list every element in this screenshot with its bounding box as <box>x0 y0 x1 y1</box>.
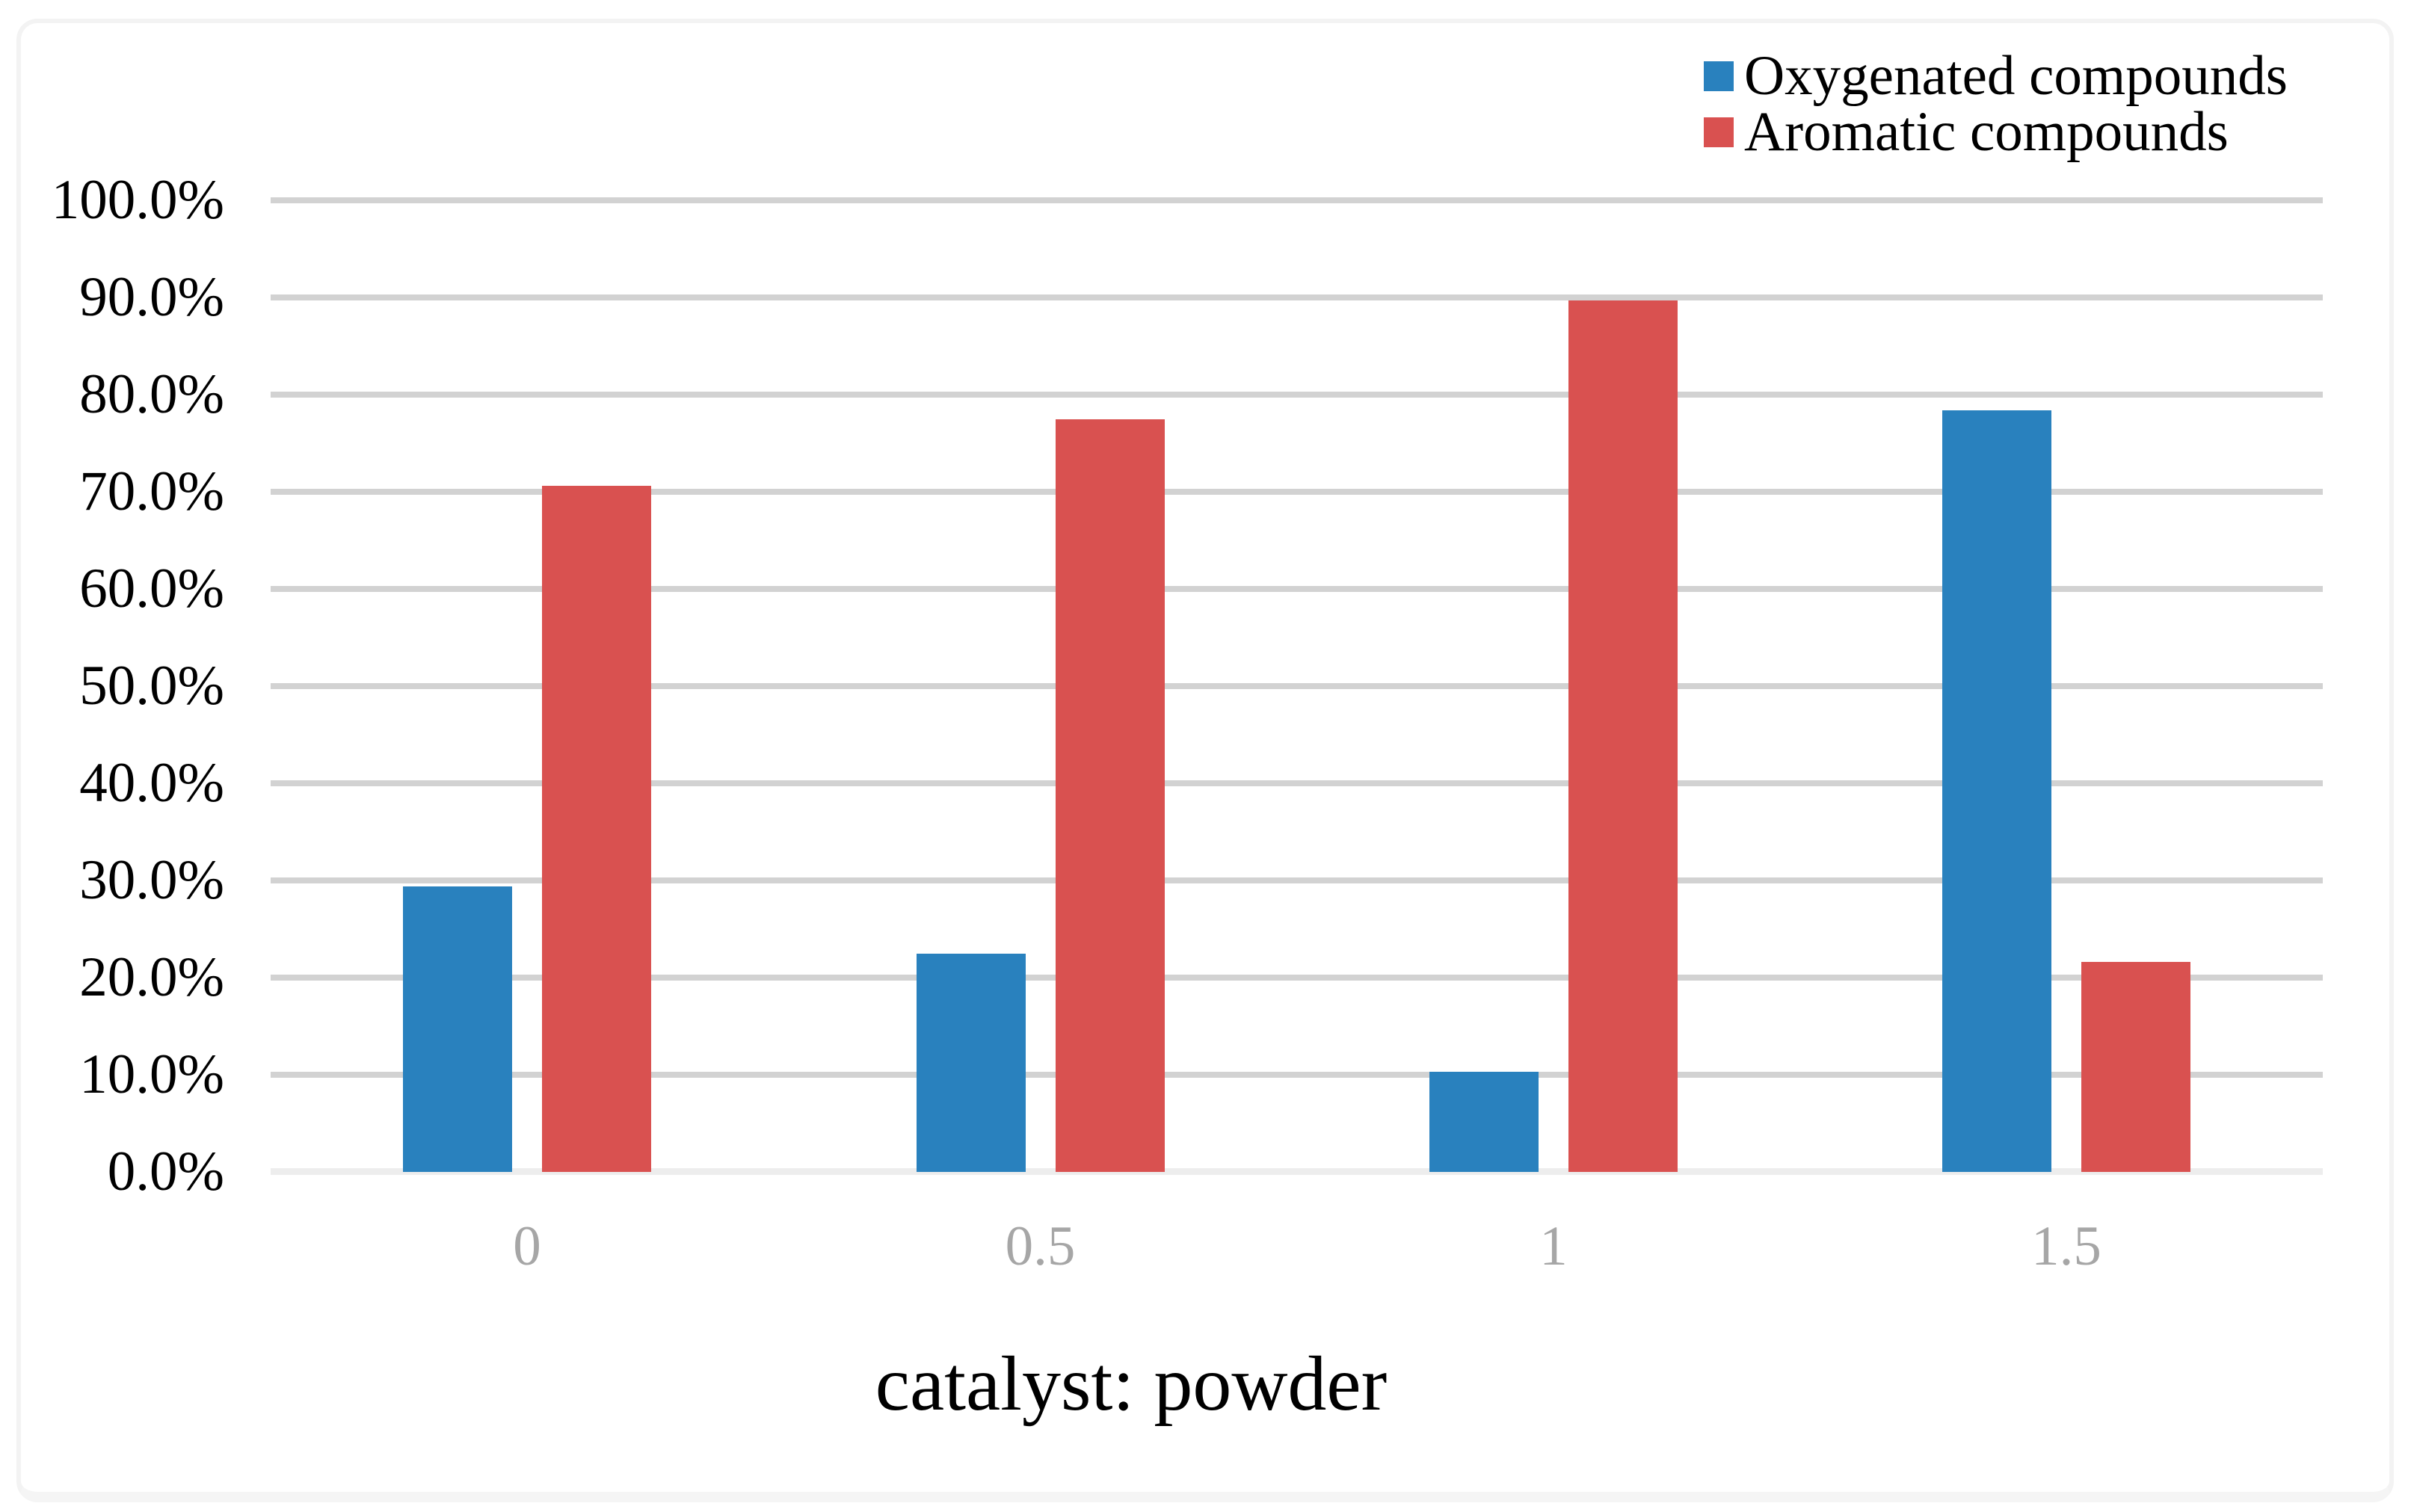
legend-swatch-oxygenated-icon <box>1704 61 1734 91</box>
plot-area <box>271 197 2323 1175</box>
x-tick-label-0.5: 0.5 <box>1005 1215 1076 1277</box>
x-tick-label-1.5: 1.5 <box>2031 1215 2101 1277</box>
legend-label-aromatic: Aromatic compounds <box>1744 101 2229 163</box>
y-tick-label-70: 70.0% <box>79 460 224 522</box>
y-tick-label-50: 50.0% <box>79 655 224 717</box>
gridline-90 <box>271 294 2323 300</box>
bar-oxygenated-1 <box>1429 1072 1539 1172</box>
gridline-40 <box>271 780 2323 786</box>
gridline-70 <box>271 489 2323 495</box>
y-tick-label-30: 30.0% <box>79 849 224 911</box>
gridline-80 <box>271 392 2323 398</box>
gridline-30 <box>271 877 2323 883</box>
legend-swatch-aromatic-icon <box>1704 117 1734 147</box>
bar-aromatic-1.5 <box>2081 962 2190 1172</box>
gridline-50 <box>271 683 2323 689</box>
x-axis-title: catalyst: powder <box>875 1341 1388 1427</box>
y-tick-label-40: 40.0% <box>79 752 224 814</box>
legend-item-oxygenated: Oxygenated compounds <box>1704 48 2288 104</box>
y-tick-label-20: 20.0% <box>79 946 224 1008</box>
y-tick-label-10: 10.0% <box>79 1043 224 1105</box>
bar-aromatic-0.5 <box>1055 419 1165 1172</box>
gridline-60 <box>271 586 2323 592</box>
legend-item-aromatic: Aromatic compounds <box>1704 104 2288 160</box>
y-tick-label-0: 0.0% <box>107 1141 224 1203</box>
bar-oxygenated-0 <box>403 886 512 1172</box>
y-tick-label-60: 60.0% <box>79 558 224 620</box>
gridline-20 <box>271 975 2323 981</box>
gridline-100 <box>271 197 2323 203</box>
x-tick-label-0: 0 <box>513 1215 541 1277</box>
bar-aromatic-0 <box>542 486 651 1172</box>
gridline-10 <box>271 1072 2323 1078</box>
bar-oxygenated-0.5 <box>916 953 1026 1172</box>
legend: Oxygenated compounds Aromatic compounds <box>1704 48 2288 160</box>
y-tick-label-90: 90.0% <box>79 266 224 328</box>
bar-oxygenated-1.5 <box>1942 410 2051 1172</box>
x-axis-line <box>271 1168 2323 1175</box>
y-tick-label-100: 100.0% <box>51 169 224 231</box>
y-tick-label-80: 80.0% <box>79 363 224 425</box>
x-tick-label-1: 1 <box>1539 1215 1568 1277</box>
legend-label-oxygenated: Oxygenated compounds <box>1744 45 2288 107</box>
bar-aromatic-1 <box>1568 300 1678 1172</box>
